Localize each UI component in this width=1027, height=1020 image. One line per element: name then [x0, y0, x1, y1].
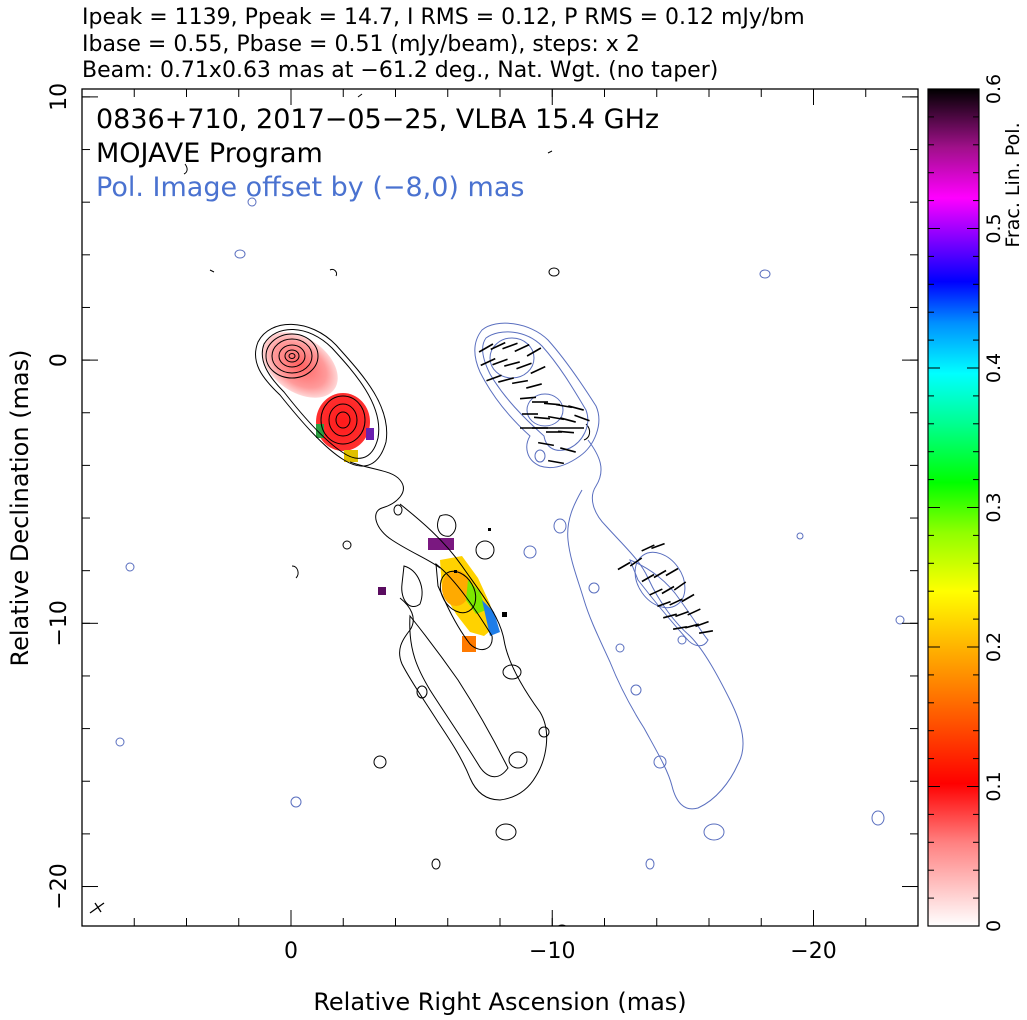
evpa-stick	[568, 405, 584, 411]
evpa-stick	[490, 341, 506, 351]
pol-offset-annotation: Pol. Image offset by (−8,0) mas	[96, 172, 524, 203]
evpa-stick	[526, 383, 542, 389]
evpa-stick	[478, 343, 494, 353]
evpa-stick	[675, 610, 689, 618]
evpa-stick	[641, 544, 655, 552]
header-line-2: Ibase = 0.55, Pbase = 0.51 (mJy/beam), s…	[82, 32, 640, 57]
colorbar-tick-label: 0	[983, 920, 1005, 932]
evpa-stick	[516, 362, 532, 370]
evpa-stick	[547, 459, 565, 465]
colorbar-tick-label: 0.1	[983, 771, 1005, 801]
fractional-polarization-map	[262, 332, 500, 652]
polarization-contours	[115, 197, 905, 870]
jet-knot-pol-edge	[482, 600, 500, 636]
x-tick-label: −20	[790, 939, 836, 964]
evpa-stick	[698, 629, 714, 635]
evpa-stick	[669, 598, 683, 606]
evpa-stick	[486, 374, 502, 382]
jet-knot-pol-low	[462, 636, 476, 652]
evpa-stick	[519, 396, 537, 400]
evpa-stick	[695, 620, 709, 628]
total-intensity-contours	[183, 93, 591, 926]
evpa-stick	[653, 569, 667, 579]
evpa-stick	[673, 581, 687, 591]
colorbar-label: Frac. Lin. Pol.	[1002, 122, 1024, 247]
evpa-stick	[560, 447, 576, 453]
colorbar-tick-label: 0.3	[983, 492, 1005, 522]
program-annotation: MOJAVE Program	[96, 138, 323, 169]
small-pol-patch	[378, 587, 386, 595]
evpa-stick	[533, 416, 551, 420]
evpa-stick	[665, 567, 679, 577]
axis-tick-labels: 0 −10 −20 10 0 −10 −20	[47, 83, 837, 964]
y-tick-label: −20	[47, 863, 72, 909]
colorbar-tick-label: 0.6	[983, 74, 1005, 104]
evpa-stick	[651, 542, 665, 550]
evpa-stick	[681, 593, 695, 603]
source-annotation: 0836+710, 2017−05−25, VLBA 15.4 GHz	[96, 104, 659, 135]
evpa-stick	[492, 358, 508, 366]
evpa-stick	[685, 623, 699, 629]
evpa-stick	[663, 613, 677, 619]
evpa-stick	[687, 608, 701, 616]
y-tick-label: 0	[47, 353, 72, 367]
axis-ticks	[82, 89, 918, 926]
colorbar-ticks	[928, 88, 979, 927]
evpa-stick	[574, 414, 590, 422]
evpa-stick	[504, 361, 520, 367]
evpa-stick	[672, 625, 688, 631]
colorbar-tick-label: 0.4	[983, 353, 1005, 383]
evpa-stick	[649, 588, 663, 596]
evpa-stick	[498, 377, 514, 383]
knot-pol-edge-left	[316, 424, 324, 438]
evpa-stick	[530, 365, 546, 375]
x-tick-label: 0	[284, 939, 298, 964]
evpa-stick	[511, 379, 529, 385]
knot-pol-patch	[316, 393, 370, 451]
header-line-3: Beam: 0.71x0.63 mas at −61.2 deg., Nat. …	[82, 58, 718, 83]
evpa-stick	[537, 441, 555, 447]
evpa-stick	[514, 343, 530, 353]
knot-pol-edge-right	[366, 428, 374, 440]
evpa-stick	[629, 557, 643, 567]
pol-knot-detail	[454, 528, 507, 617]
x-axis-label: Relative Right Ascension (mas)	[313, 988, 686, 1016]
header-line-1: Ipeak = 1139, Ppeak = 14.7, I RMS = 0.12…	[82, 5, 805, 30]
evpa-stick	[480, 357, 496, 367]
evpa-vectors	[478, 341, 714, 635]
jet-knot-pol-core	[442, 570, 470, 606]
colorbar: 0 0.1 0.2 0.3 0.4 0.5 0.6 Frac. Lin. Pol.	[927, 74, 1024, 932]
colorbar-tick-labels: 0 0.1 0.2 0.3 0.4 0.5 0.6	[983, 74, 1005, 932]
evpa-stick	[657, 600, 671, 608]
beam-marker	[89, 902, 105, 914]
x-tick-label: −10	[529, 939, 575, 964]
colorbar-tick-label: 0.2	[983, 632, 1005, 662]
evpa-stick	[502, 342, 518, 350]
y-tick-label: −10	[47, 600, 72, 646]
y-tick-label: 10	[47, 83, 72, 111]
knot-pol-bottom	[344, 450, 358, 462]
y-axis-label: Relative Declination (mas)	[6, 349, 34, 666]
evpa-stick	[661, 585, 675, 595]
evpa-stick	[560, 417, 576, 423]
evpa-stick	[641, 573, 655, 583]
evpa-stick	[557, 430, 575, 434]
map-content	[89, 93, 905, 926]
evpa-stick	[526, 347, 542, 357]
evpa-stick	[617, 561, 631, 571]
colorbar-tick-label: 0.5	[983, 213, 1005, 243]
